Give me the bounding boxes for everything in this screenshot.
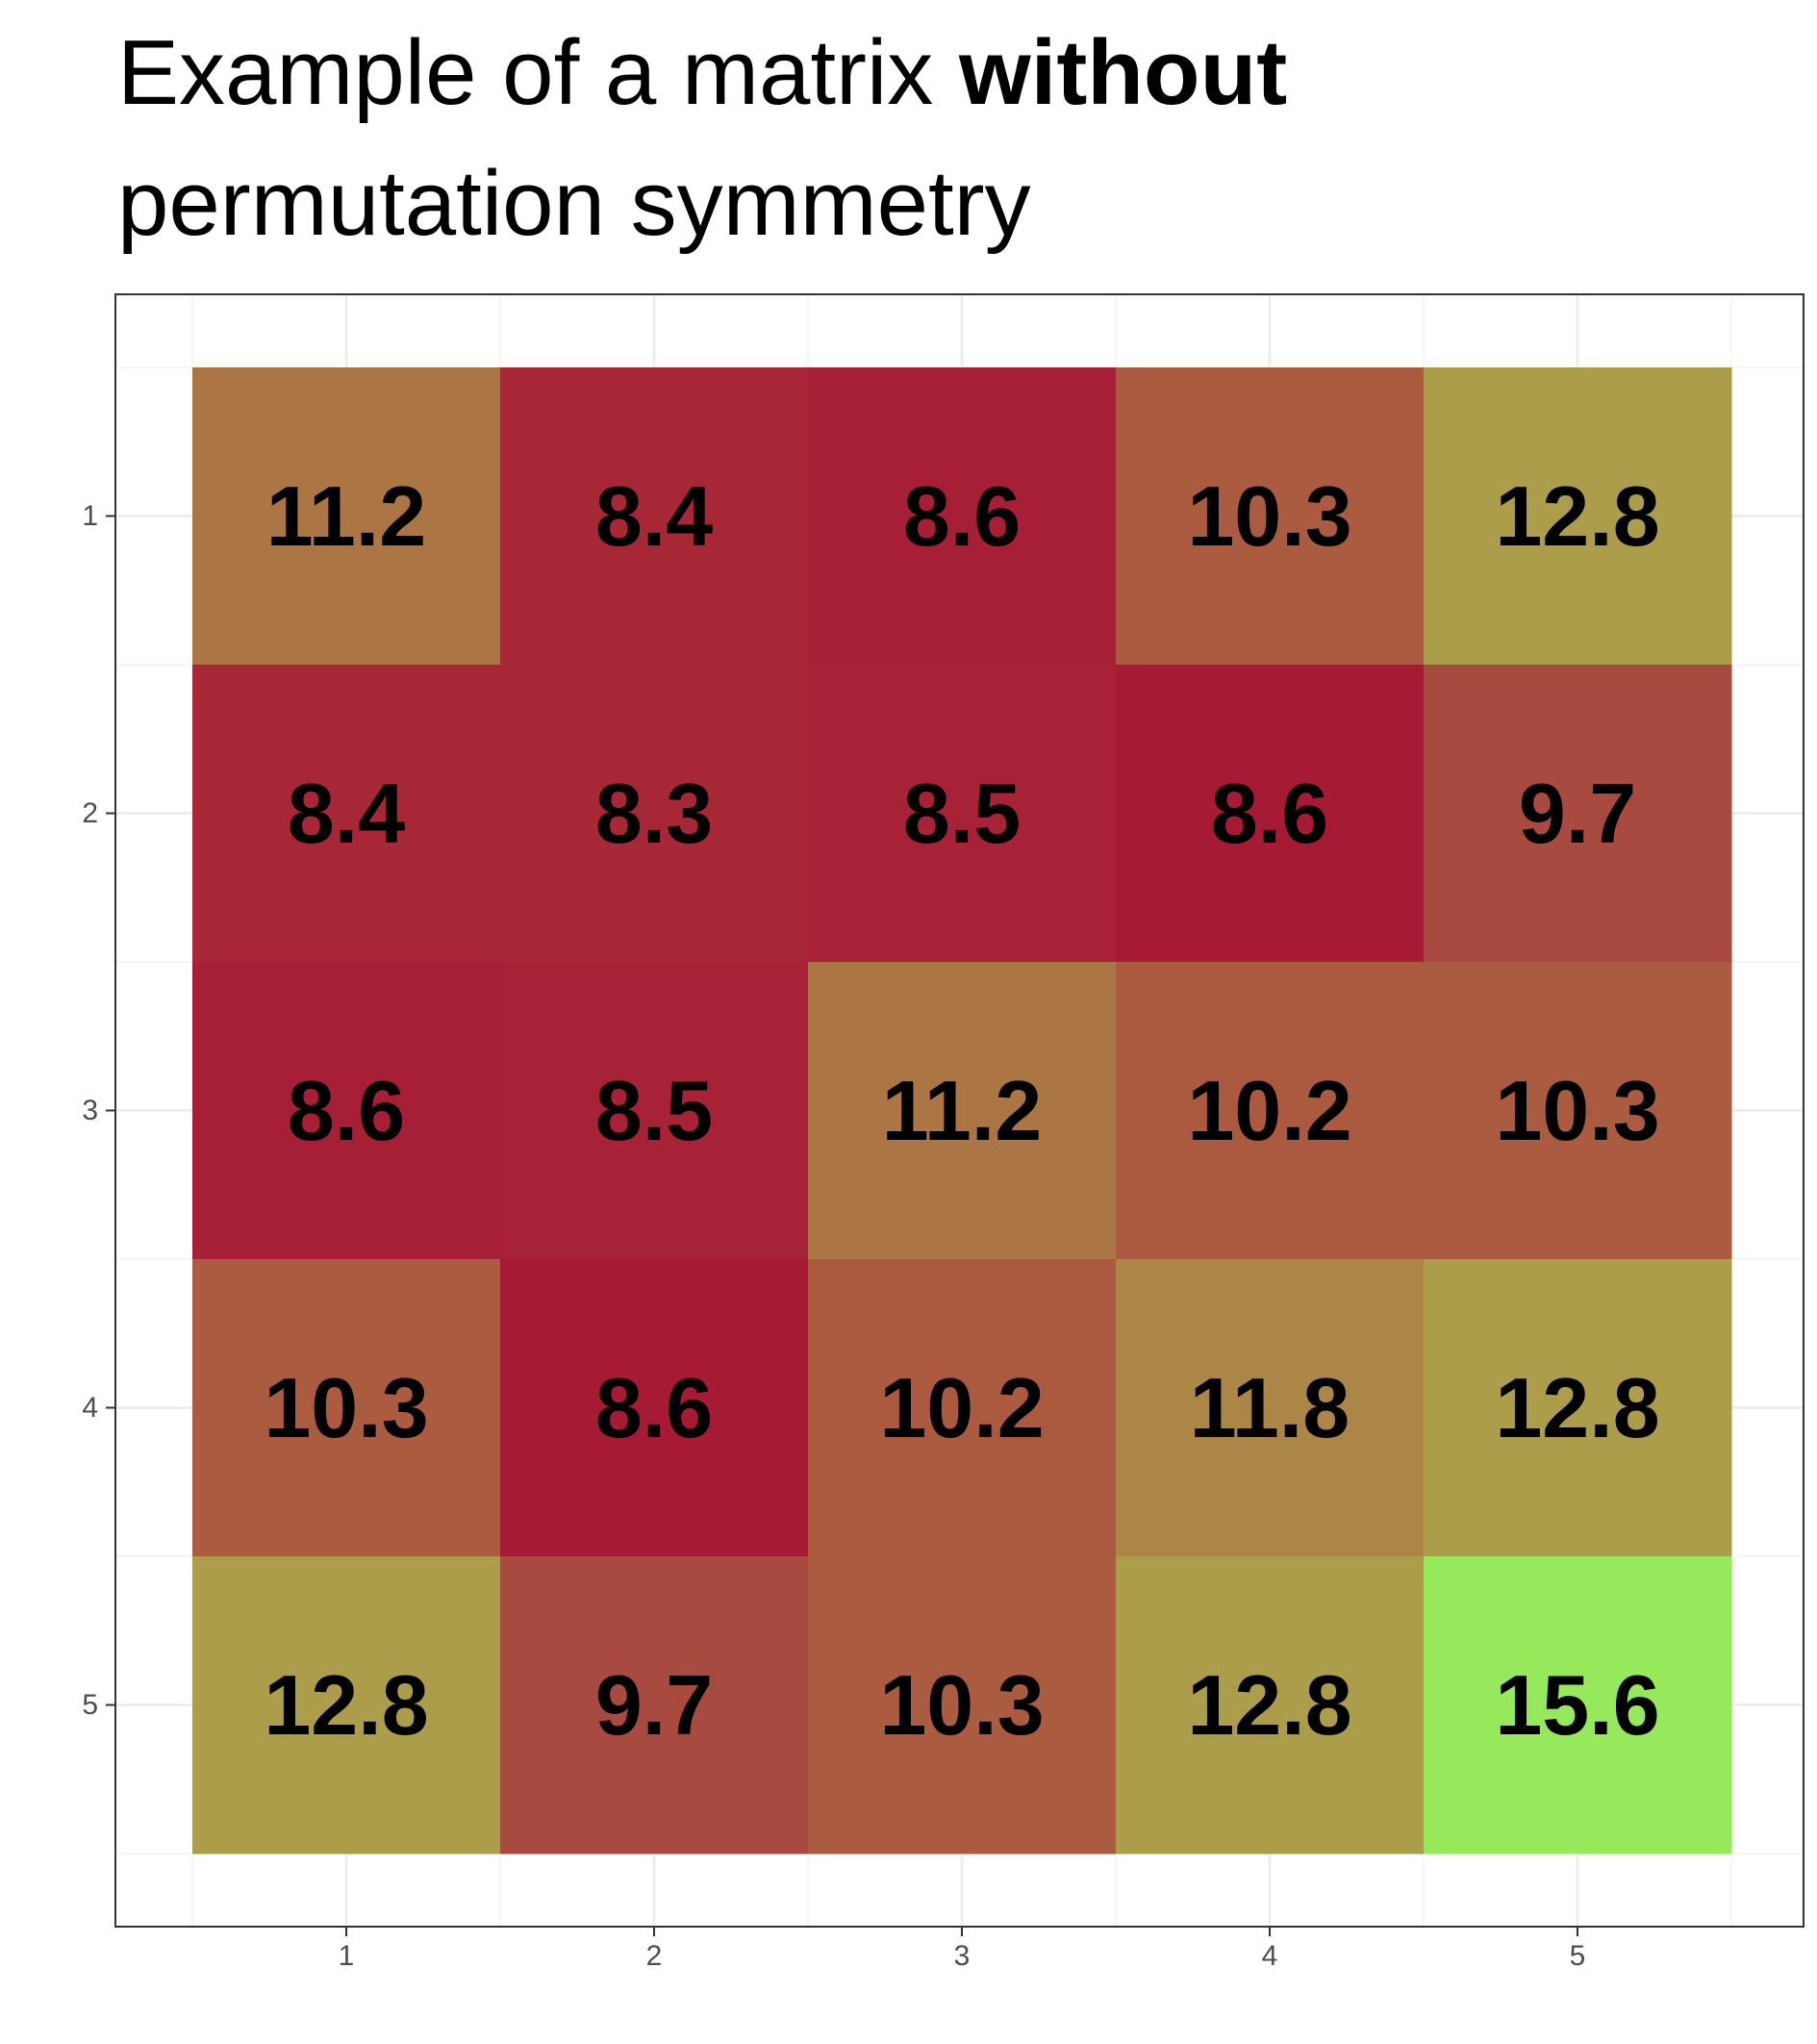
heatmap-cell <box>500 1259 809 1557</box>
cell-value-label: 11.2 <box>882 1063 1042 1158</box>
heatmap-cell <box>1424 962 1732 1260</box>
cell-value-label: 9.7 <box>595 1657 713 1753</box>
heatmap-cell <box>1424 1259 1732 1557</box>
cell-value-label: 10.3 <box>879 1657 1044 1753</box>
heatmap-cell <box>500 665 809 963</box>
heatmap-cell <box>500 1556 809 1855</box>
heatmap-cell <box>192 962 501 1260</box>
cell-value-label: 8.6 <box>595 1360 713 1455</box>
y-tick-label: 1 <box>82 500 98 532</box>
cell-value-label: 15.6 <box>1495 1657 1659 1753</box>
chart-title-bold: without <box>958 21 1288 124</box>
cell-value-label: 10.3 <box>1187 468 1351 564</box>
cell-value-label: 12.8 <box>1495 468 1659 564</box>
cell-value-label: 10.3 <box>264 1360 428 1455</box>
heatmap-cell <box>500 962 809 1260</box>
cell-value-label: 12.8 <box>1495 1360 1659 1455</box>
cell-value-label: 9.7 <box>1519 766 1636 861</box>
x-tick-label: 1 <box>339 1940 355 1972</box>
cell-value-label: 10.2 <box>879 1360 1044 1455</box>
heatmap-cell <box>1424 665 1732 963</box>
heatmap-cell <box>1116 367 1425 666</box>
heatmap-cell <box>808 1259 1117 1557</box>
y-tick-label: 3 <box>82 1095 98 1126</box>
cell-value-label: 8.6 <box>1211 766 1328 861</box>
heatmap-cell <box>808 1556 1117 1855</box>
heatmap-cell <box>1424 1556 1732 1855</box>
x-tick-label: 5 <box>1570 1940 1586 1972</box>
cell-value-label: 10.3 <box>1495 1063 1659 1158</box>
x-tick-label: 4 <box>1262 1940 1278 1972</box>
heatmap-cell <box>1116 1556 1425 1855</box>
cell-value-label: 8.3 <box>595 766 713 861</box>
heatmap-cell <box>192 665 501 963</box>
cell-value-label: 8.6 <box>288 1063 405 1158</box>
heatmap-cell <box>1116 962 1425 1260</box>
cell-value-label: 8.5 <box>903 766 1021 861</box>
cell-value-label: 12.8 <box>1187 1657 1351 1753</box>
x-tick-label: 2 <box>646 1940 663 1972</box>
heatmap-cell <box>192 1556 501 1855</box>
heatmap-cell <box>192 1259 501 1557</box>
heatmap-cell <box>1116 1259 1425 1557</box>
chart-title: Example of a matrix without permutation … <box>117 8 1753 269</box>
heatmap-cell <box>1116 665 1425 963</box>
y-tick-label: 5 <box>82 1689 98 1721</box>
cell-value-label: 11.2 <box>266 468 426 564</box>
heatmap-cell <box>1424 367 1732 666</box>
cell-value-label: 8.4 <box>288 766 405 861</box>
cell-value-label: 8.4 <box>595 468 713 564</box>
heatmap-cell <box>808 367 1117 666</box>
x-tick-label: 3 <box>954 1940 971 1972</box>
cell-value-label: 11.8 <box>1190 1360 1350 1455</box>
cell-value-label: 8.5 <box>595 1063 713 1158</box>
heatmap-cell <box>808 665 1117 963</box>
cell-value-label: 10.2 <box>1187 1063 1351 1158</box>
cell-value-label: 12.8 <box>264 1657 428 1753</box>
cell-value-label: 8.6 <box>903 468 1021 564</box>
y-tick-label: 2 <box>82 797 98 829</box>
heatmap-cell <box>808 962 1117 1260</box>
y-tick-label: 4 <box>82 1392 98 1424</box>
heatmap-cell <box>192 367 501 666</box>
heatmap-cell <box>500 367 809 666</box>
chart-title-prefix: Example of a matrix <box>117 21 959 124</box>
chart-title-line2: permutation symmetry <box>117 152 1031 255</box>
